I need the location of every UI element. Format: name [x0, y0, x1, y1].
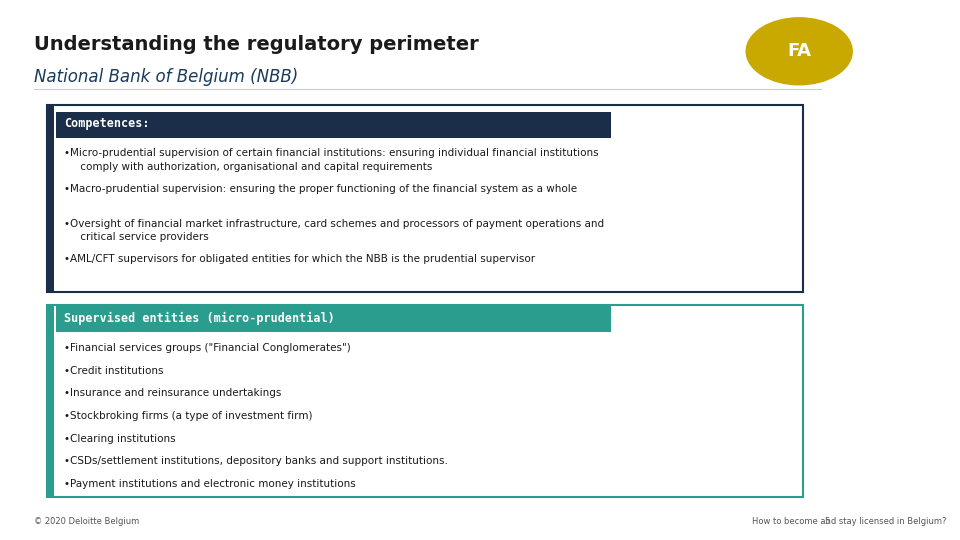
Text: •AML/CFT supervisors for obligated entities for which the NBB is the prudential : •AML/CFT supervisors for obligated entit…: [64, 254, 536, 264]
FancyBboxPatch shape: [56, 112, 612, 138]
Text: National Bank of Belgium (NBB): National Bank of Belgium (NBB): [35, 68, 299, 85]
Text: •CSDs/settlement institutions, depository banks and support institutions.: •CSDs/settlement institutions, depositor…: [64, 456, 448, 467]
Text: How to become and stay licensed in Belgium?: How to become and stay licensed in Belgi…: [753, 517, 947, 526]
Text: •Insurance and reinsurance undertakings: •Insurance and reinsurance undertakings: [64, 388, 281, 399]
Circle shape: [746, 18, 852, 85]
Text: •Payment institutions and electronic money institutions: •Payment institutions and electronic mon…: [64, 479, 356, 489]
Text: 5: 5: [825, 517, 830, 526]
FancyBboxPatch shape: [56, 306, 612, 332]
Text: •Clearing institutions: •Clearing institutions: [64, 434, 176, 444]
FancyBboxPatch shape: [47, 105, 54, 292]
Text: •Macro-prudential supervision: ensuring the proper functioning of the financial : •Macro-prudential supervision: ensuring …: [64, 184, 577, 194]
Text: © 2020 Deloitte Belgium: © 2020 Deloitte Belgium: [35, 517, 139, 526]
Text: Competences:: Competences:: [64, 117, 150, 131]
Text: •Stockbroking firms (a type of investment firm): •Stockbroking firms (a type of investmen…: [64, 411, 313, 421]
Text: Understanding the regulatory perimeter: Understanding the regulatory perimeter: [35, 35, 479, 54]
Text: •Micro-prudential supervision of certain financial institutions: ensuring indivi: •Micro-prudential supervision of certain…: [64, 148, 599, 172]
Text: •Credit institutions: •Credit institutions: [64, 366, 163, 376]
Text: Supervised entities (micro-prudential): Supervised entities (micro-prudential): [64, 312, 335, 325]
FancyBboxPatch shape: [47, 305, 54, 497]
FancyBboxPatch shape: [47, 305, 804, 497]
Text: •Financial services groups ("Financial Conglomerates"): •Financial services groups ("Financial C…: [64, 343, 350, 353]
FancyBboxPatch shape: [47, 105, 804, 292]
Text: •Oversight of financial market infrastructure, card schemes and processors of pa: •Oversight of financial market infrastru…: [64, 219, 604, 242]
Text: FA: FA: [787, 42, 811, 60]
